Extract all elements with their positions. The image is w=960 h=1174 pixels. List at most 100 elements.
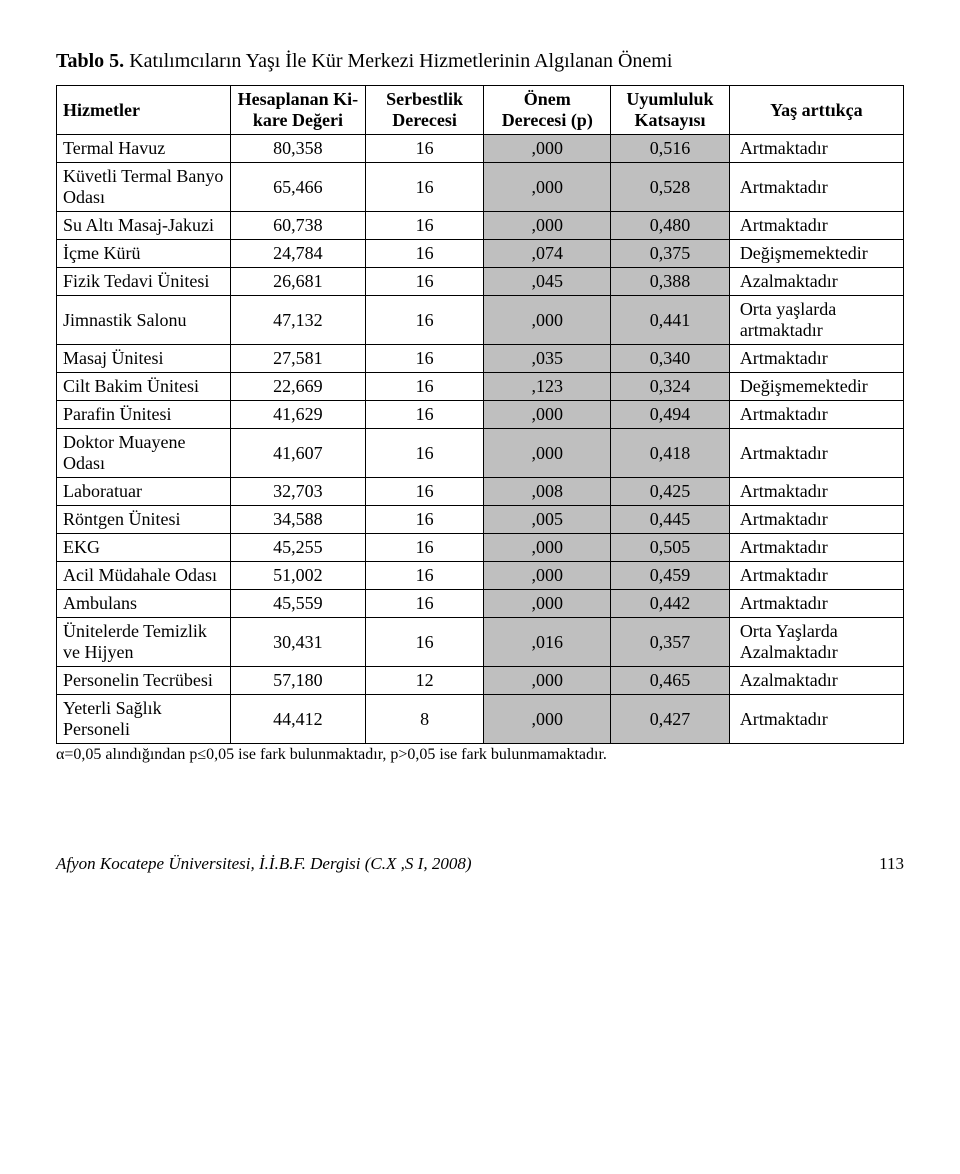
cell-df: 16 (365, 212, 484, 240)
cell-chi: 30,431 (231, 618, 366, 667)
table-row: Fizik Tedavi Ünitesi26,68116,0450,388Aza… (57, 268, 904, 296)
header-p: Önem Derecesi (p) (484, 86, 611, 135)
cell-p: ,000 (484, 429, 611, 478)
cell-df: 16 (365, 373, 484, 401)
cell-service: Jimnastik Salonu (57, 296, 231, 345)
cell-df: 16 (365, 618, 484, 667)
cell-cc: 0,425 (611, 478, 730, 506)
cell-cc: 0,357 (611, 618, 730, 667)
cell-chi: 65,466 (231, 163, 366, 212)
cell-chi: 80,358 (231, 135, 366, 163)
cell-p: ,000 (484, 590, 611, 618)
cell-age: Artmaktadır (729, 345, 903, 373)
table-row: Parafin Ünitesi41,62916,0000,494Artmakta… (57, 401, 904, 429)
cell-age: Artmaktadır (729, 212, 903, 240)
cell-chi: 41,629 (231, 401, 366, 429)
cell-chi: 26,681 (231, 268, 366, 296)
cell-df: 8 (365, 695, 484, 744)
table-row: Laboratuar32,70316,0080,425Artmaktadır (57, 478, 904, 506)
page-footer: Afyon Kocatepe Üniversitesi, İ.İ.B.F. De… (56, 854, 904, 874)
cell-p: ,123 (484, 373, 611, 401)
table-footnote: α=0,05 alındığından p≤0,05 ise fark bulu… (56, 746, 904, 764)
cell-cc: 0,442 (611, 590, 730, 618)
cell-service: Su Altı Masaj-Jakuzi (57, 212, 231, 240)
cell-service: Acil Müdahale Odası (57, 562, 231, 590)
header-cc: Uyumluluk Katsayısı (611, 86, 730, 135)
cell-df: 16 (365, 478, 484, 506)
cell-p: ,000 (484, 163, 611, 212)
cell-service: Laboratuar (57, 478, 231, 506)
cell-age: Artmaktadır (729, 429, 903, 478)
table-row: EKG45,25516,0000,505Artmaktadır (57, 534, 904, 562)
header-service: Hizmetler (57, 86, 231, 135)
cell-service: EKG (57, 534, 231, 562)
cell-df: 16 (365, 590, 484, 618)
cell-df: 16 (365, 163, 484, 212)
table-row: Röntgen Ünitesi34,58816,0050,445Artmakta… (57, 506, 904, 534)
cell-df: 12 (365, 667, 484, 695)
cell-cc: 0,324 (611, 373, 730, 401)
cell-age: Artmaktadır (729, 590, 903, 618)
cell-cc: 0,505 (611, 534, 730, 562)
cell-cc: 0,445 (611, 506, 730, 534)
cell-p: ,000 (484, 562, 611, 590)
table-row: İçme Kürü24,78416,0740,375Değişmemektedi… (57, 240, 904, 268)
table-row: Cilt Bakim Ünitesi22,66916,1230,324Değiş… (57, 373, 904, 401)
table-caption: Tablo 5. Katılımcıların Yaşı İle Kür Mer… (56, 48, 904, 75)
cell-service: Fizik Tedavi Ünitesi (57, 268, 231, 296)
cell-cc: 0,340 (611, 345, 730, 373)
cell-age: Artmaktadır (729, 506, 903, 534)
cell-df: 16 (365, 534, 484, 562)
cell-age: Artmaktadır (729, 695, 903, 744)
table-row: Yeterli Sağlık Personeli44,4128,0000,427… (57, 695, 904, 744)
caption-text: Katılımcıların Yaşı İle Kür Merkezi Hizm… (124, 50, 672, 72)
cell-service: İçme Kürü (57, 240, 231, 268)
cell-df: 16 (365, 401, 484, 429)
cell-df: 16 (365, 296, 484, 345)
cell-chi: 44,412 (231, 695, 366, 744)
cell-df: 16 (365, 135, 484, 163)
cell-cc: 0,418 (611, 429, 730, 478)
cell-service: Doktor Muayene Odası (57, 429, 231, 478)
table-row: Su Altı Masaj-Jakuzi60,73816,0000,480Art… (57, 212, 904, 240)
cell-p: ,000 (484, 296, 611, 345)
header-df: Serbestlik Derecesi (365, 86, 484, 135)
cell-cc: 0,375 (611, 240, 730, 268)
cell-service: Ambulans (57, 590, 231, 618)
table-header-row: Hizmetler Hesaplanan Ki-kare Değeri Serb… (57, 86, 904, 135)
table-row: Ünitelerde Temizlik ve Hijyen30,43116,01… (57, 618, 904, 667)
cell-cc: 0,459 (611, 562, 730, 590)
cell-p: ,005 (484, 506, 611, 534)
cell-p: ,000 (484, 534, 611, 562)
cell-cc: 0,494 (611, 401, 730, 429)
cell-chi: 41,607 (231, 429, 366, 478)
cell-age: Artmaktadır (729, 562, 903, 590)
cell-chi: 32,703 (231, 478, 366, 506)
caption-prefix: Tablo 5. (56, 50, 124, 72)
table-row: Termal Havuz80,35816,0000,516Artmaktadır (57, 135, 904, 163)
table-row: Küvetli Termal Banyo Odası65,46616,0000,… (57, 163, 904, 212)
cell-service: Cilt Bakim Ünitesi (57, 373, 231, 401)
cell-cc: 0,427 (611, 695, 730, 744)
cell-df: 16 (365, 562, 484, 590)
cell-chi: 45,255 (231, 534, 366, 562)
cell-p: ,035 (484, 345, 611, 373)
cell-cc: 0,480 (611, 212, 730, 240)
cell-age: Artmaktadır (729, 163, 903, 212)
cell-cc: 0,441 (611, 296, 730, 345)
cell-chi: 57,180 (231, 667, 366, 695)
cell-p: ,000 (484, 135, 611, 163)
cell-cc: 0,516 (611, 135, 730, 163)
cell-chi: 51,002 (231, 562, 366, 590)
cell-cc: 0,528 (611, 163, 730, 212)
cell-chi: 22,669 (231, 373, 366, 401)
cell-service: Masaj Ünitesi (57, 345, 231, 373)
cell-p: ,000 (484, 212, 611, 240)
cell-df: 16 (365, 345, 484, 373)
cell-service: Küvetli Termal Banyo Odası (57, 163, 231, 212)
cell-cc: 0,465 (611, 667, 730, 695)
table-row: Masaj Ünitesi27,58116,0350,340Artmaktadı… (57, 345, 904, 373)
cell-chi: 45,559 (231, 590, 366, 618)
cell-df: 16 (365, 506, 484, 534)
cell-service: Yeterli Sağlık Personeli (57, 695, 231, 744)
